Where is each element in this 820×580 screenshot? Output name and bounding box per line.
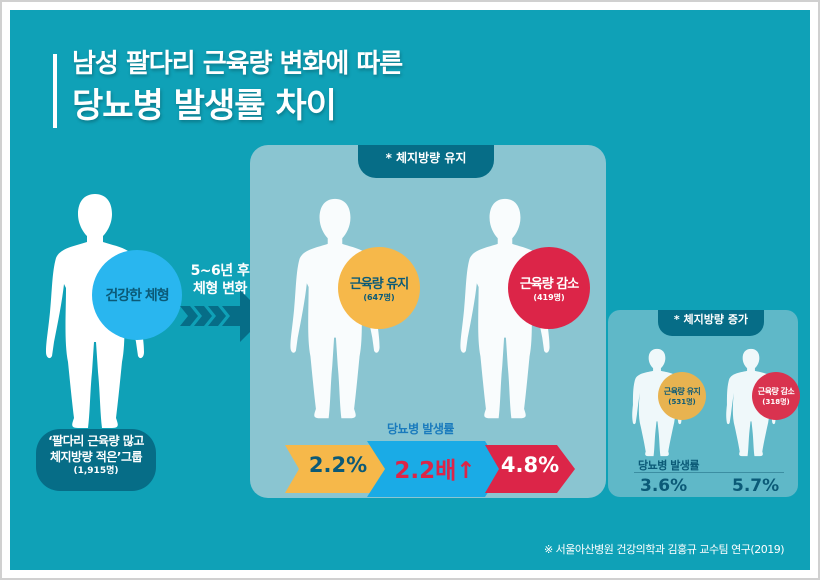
baseline-group-caption: ‘팔다리 근육량 많고 체지방량 적은’그룹 (1,915명) xyxy=(36,429,156,491)
transition-line2: 체형 변화 xyxy=(193,281,247,297)
muscle-decreased-count: (419명) xyxy=(533,293,565,302)
inc-diabetes-rate-label: 당뇨병 발생률 xyxy=(638,459,700,472)
fat-maintained-tag: * 체지방량 유지 xyxy=(358,145,494,178)
inc-rate-muscle-decreased: 5.7% xyxy=(732,476,780,496)
rate-ribbon xyxy=(285,441,575,497)
muscle-decreased-label: 근육량 감소 xyxy=(519,277,579,292)
fat-increased-section: * 체지방량 증가 근육량 유지 (531명) 근육량 감소 (318명) xyxy=(608,310,800,497)
infographic-panel: 남성 팔다리 근육량 변화에 따른 당뇨병 발생률 차이 건강한 체형 ‘팔다리… xyxy=(10,10,810,570)
rate-multiplier: 2.2배↑ xyxy=(394,458,476,484)
caption-line1: ‘팔다리 근육량 많고 xyxy=(48,434,144,448)
inc-muscle-decreased-circle: 근육량 감소 (318명) xyxy=(752,372,800,420)
muscle-maintained-label: 근육량 유지 xyxy=(349,277,409,292)
title-accent-bar xyxy=(53,54,57,128)
inc-muscle-decreased-label: 근육량 감소 xyxy=(757,386,795,396)
source-note: ※ 서울아산병원 건강의학과 김홍규 교수팀 연구(2019) xyxy=(543,543,785,556)
inc-rate-muscle-maintained: 3.6% xyxy=(640,476,688,496)
title-line1: 남성 팔다리 근육량 변화에 따른 xyxy=(72,49,403,79)
rate-muscle-decreased: 4.8% xyxy=(500,453,560,477)
fat-maintained-section: * 체지방량 유지 근육량 유지 (647명) 근육량 감소 (419명) 당뇨… xyxy=(250,145,606,498)
rate-muscle-maintained: 2.2% xyxy=(308,453,368,477)
inc-muscle-decreased-count: (318명) xyxy=(762,397,790,406)
transition-line1: 5~6년 후 xyxy=(190,263,250,279)
caption-line2: 체지방량 적은’그룹 xyxy=(49,450,143,464)
inc-muscle-maintained-count: (531명) xyxy=(668,397,696,406)
muscle-maintained-count: (647명) xyxy=(363,293,395,302)
healthy-body-label: 건강한 체형 xyxy=(105,288,169,304)
fat-increased-tag: * 체지방량 증가 xyxy=(658,310,764,336)
chevron-arrow-icon xyxy=(180,290,266,342)
inc-muscle-maintained-label: 근육량 유지 xyxy=(663,386,701,396)
transition-label: 5~6년 후 체형 변화 xyxy=(180,262,260,298)
inc-muscle-maintained-circle: 근육량 유지 (531명) xyxy=(658,372,706,420)
muscle-decreased-circle: 근육량 감소 (419명) xyxy=(508,247,590,329)
title-line2: 당뇨병 발생률 차이 xyxy=(72,86,337,126)
healthy-body-circle: 건강한 체형 xyxy=(92,250,182,340)
page-title: 남성 팔다리 근육량 변화에 따른 당뇨병 발생률 차이 xyxy=(72,44,403,128)
baseline-count: (1,915명) xyxy=(73,466,119,476)
diabetes-rate-label: 당뇨병 발생률 xyxy=(387,422,454,436)
muscle-maintained-circle: 근육량 유지 (647명) xyxy=(338,247,420,329)
divider xyxy=(634,472,784,473)
